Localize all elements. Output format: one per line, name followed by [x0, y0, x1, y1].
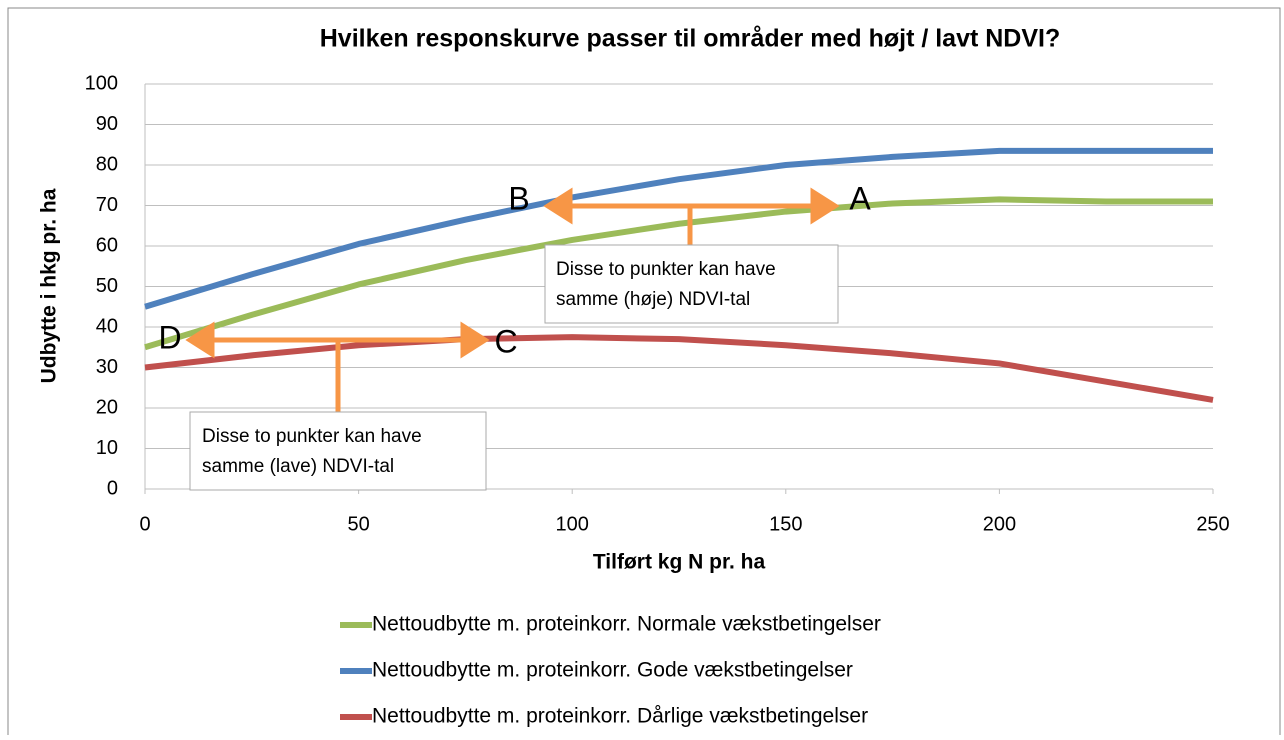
arrow-dc — [185, 321, 490, 412]
arrow-ba — [543, 187, 840, 245]
y-tick-label: 50 — [96, 275, 118, 297]
chart-title: Hvilken responskurve passer til områder … — [320, 25, 1061, 53]
point-letter: B — [508, 180, 529, 216]
y-tick-label: 60 — [96, 234, 118, 256]
series-line — [144, 147, 1213, 310]
y-tick-label: 80 — [96, 153, 118, 175]
note-box — [544, 244, 839, 324]
legend-label: Nettoudbytte m. proteinkorr. Normale væk… — [372, 613, 881, 636]
x-tick-label: 250 — [1196, 513, 1229, 535]
x-tick-label: 50 — [347, 513, 369, 535]
x-tick-label: 100 — [556, 513, 589, 535]
point-letter: D — [158, 319, 181, 355]
x-axis-title: Tilført kg N pr. ha — [593, 551, 766, 574]
y-tick-label: 40 — [96, 315, 118, 337]
legend-label: Nettoudbytte m. proteinkorr. Dårlige væk… — [372, 705, 868, 728]
note-text: samme (lave) NDVI-tal — [202, 456, 394, 477]
y-tick-label: 70 — [96, 194, 118, 216]
point-letter: C — [494, 323, 517, 359]
x-tick-label: 150 — [769, 513, 802, 535]
y-tick-label: 10 — [96, 437, 118, 459]
note-text: Disse to punkter kan have — [202, 426, 422, 447]
legend-label: Nettoudbytte m. proteinkorr. Gode vækstb… — [372, 659, 853, 682]
note-box — [189, 411, 487, 491]
x-tick-label: 0 — [139, 513, 150, 535]
y-axis-title: Udbytte i hkg pr. ha — [38, 188, 61, 383]
note-text: samme (høje) NDVI-tal — [556, 289, 750, 310]
plot-area: 0 10 20 30 40 50 60 70 80 90 100 0 50 100 150 200 250 — [85, 72, 1230, 535]
y-tick-label: 0 — [107, 477, 118, 499]
y-tick-label: 100 — [85, 72, 118, 94]
y-tick-label: 90 — [96, 113, 118, 135]
x-tick-label: 200 — [983, 513, 1016, 535]
series-line — [144, 196, 1213, 351]
note-text: Disse to punkter kan have — [556, 259, 776, 280]
y-tick-label: 20 — [96, 396, 118, 418]
annotation-layer: A B C D Disse to punkter kan have samme (høje… — [158, 180, 871, 491]
point-letter: A — [849, 180, 871, 216]
series-line — [144, 334, 1214, 403]
y-tick-label: 30 — [96, 356, 118, 378]
